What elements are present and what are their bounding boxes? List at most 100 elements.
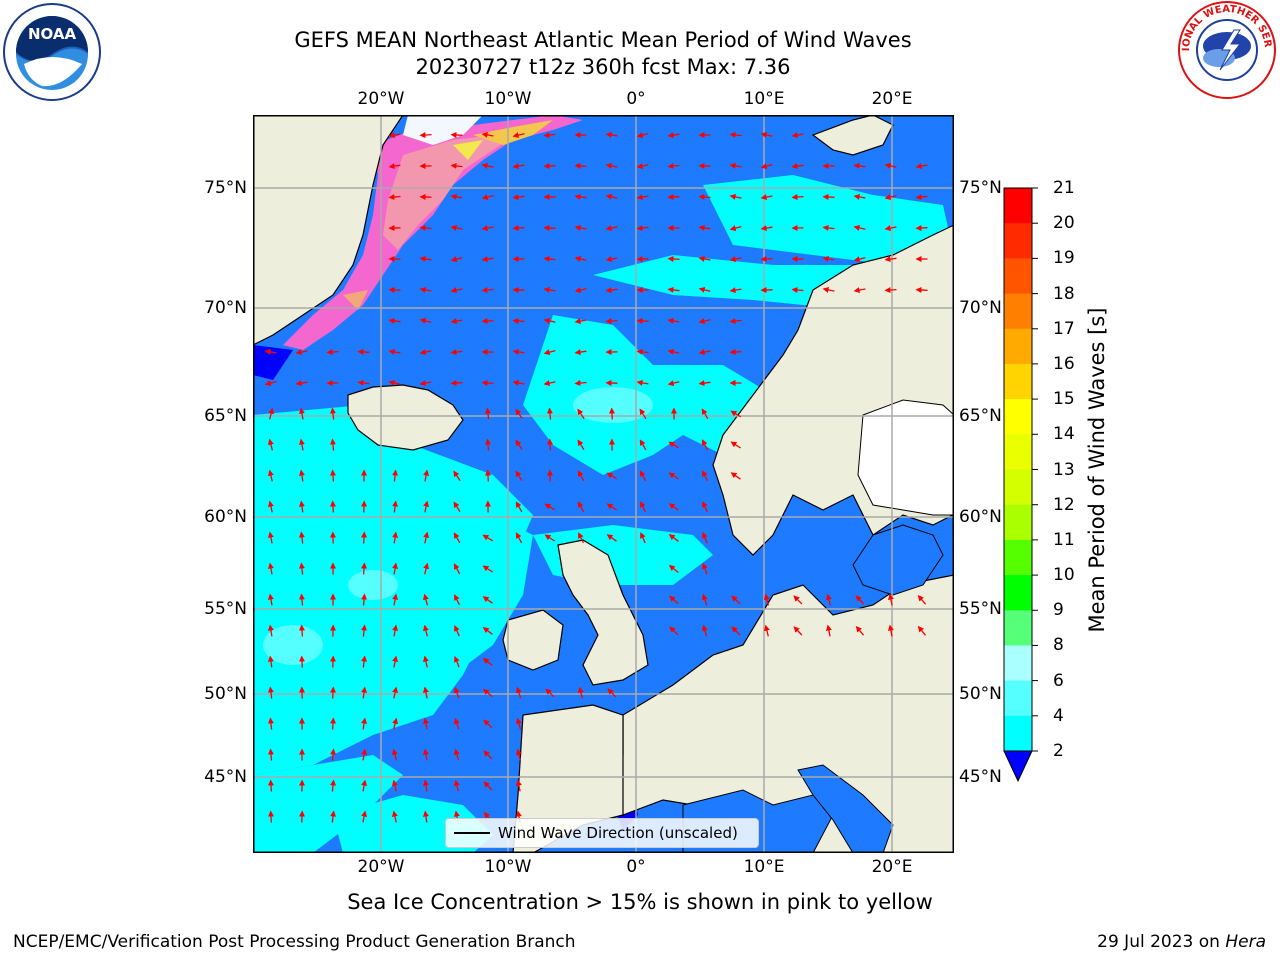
wind-wave-arrow — [422, 748, 429, 761]
wind-wave-arrow — [388, 379, 401, 386]
footer-machine: Hera — [1225, 932, 1266, 952]
wind-wave-arrow — [388, 286, 401, 293]
wind-wave-arrow — [484, 438, 491, 451]
wind-wave-arrow — [729, 287, 742, 294]
wind-wave-arrow — [668, 441, 680, 449]
wind-wave-arrow — [267, 717, 274, 730]
wind-wave-arrow — [298, 624, 305, 637]
wind-wave-arrow — [546, 407, 553, 420]
map-border — [253, 115, 954, 853]
wind-wave-arrow — [298, 593, 305, 606]
wind-wave-arrow — [450, 162, 463, 169]
left-tick-50n: 50°N — [204, 684, 247, 704]
ireland — [502, 609, 564, 671]
wind-wave-arrow — [636, 317, 649, 324]
bottom-tick-10e: 10°E — [743, 857, 785, 877]
wind-wave-arrow — [791, 286, 804, 293]
wind-wave-arrow — [330, 748, 337, 761]
wind-wave-arrow — [388, 163, 401, 170]
chart-subtitle: 20230727 t12z 360h fcst Max: 7.36 — [415, 55, 791, 79]
colorbar-label: 14 — [1053, 424, 1075, 445]
colorbar-label: 15 — [1053, 389, 1075, 410]
wind-wave-arrow — [329, 438, 336, 451]
top-tick-10e: 10°E — [743, 89, 785, 109]
wind-wave-arrow — [729, 162, 742, 169]
wind-wave-arrow — [853, 162, 866, 169]
wind-wave-arrow — [574, 287, 587, 294]
wind-wave-arrow — [483, 750, 493, 760]
wind-wave-arrow — [267, 624, 274, 637]
wind-wave-arrow — [763, 624, 770, 637]
map-legend: Wind Wave Direction (unscaled) — [445, 818, 759, 848]
wind-wave-arrow — [388, 317, 401, 324]
colorbar-segment — [1004, 293, 1032, 330]
wind-wave-arrow — [392, 593, 399, 606]
wind-wave-arrow — [884, 162, 897, 169]
colorbar-segment — [1004, 258, 1032, 295]
wind-wave-arrow — [267, 531, 274, 544]
wind-wave-arrow — [484, 469, 491, 482]
wind-wave-arrow — [825, 593, 832, 606]
wind-wave-arrow — [357, 379, 370, 386]
wind-wave-arrow — [578, 532, 584, 544]
wind-wave-arrow — [392, 624, 399, 637]
wind-wave-arrow — [361, 748, 368, 761]
right-tick-65n: 65°N — [959, 406, 1002, 426]
wind-wave-arrow — [730, 441, 741, 449]
wind-wave-arrow — [515, 470, 523, 482]
wind-wave-arrow — [729, 193, 742, 200]
wind-wave-arrow — [391, 748, 398, 761]
wind-wave-arrow — [422, 655, 429, 668]
colorbar-label: 2 — [1053, 741, 1064, 761]
wind-wave-arrow — [483, 719, 493, 729]
wind-wave-arrow — [577, 470, 585, 482]
colorbar-segment — [1004, 434, 1032, 470]
wind-wave-arrow — [512, 194, 525, 201]
wind-wave-arrow — [702, 531, 708, 544]
wind-wave-arrow — [701, 562, 708, 575]
wind-wave-arrow — [361, 717, 368, 730]
wind-wave-arrow — [791, 132, 804, 139]
svg-text:NOAA: NOAA — [28, 25, 77, 43]
colorbar-segment — [1004, 575, 1032, 611]
wind-wave-arrow — [422, 686, 429, 699]
great-britain — [557, 539, 649, 686]
wind-wave-arrow — [298, 469, 305, 482]
colorbar-segment — [1004, 610, 1032, 646]
legend-line-sample — [454, 832, 490, 834]
wind-wave-arrow — [701, 439, 709, 451]
wind-wave-arrow — [577, 439, 585, 451]
wind-wave-arrow — [453, 501, 461, 513]
right-tick-50n: 50°N — [959, 684, 1002, 704]
wind-wave-arrow — [667, 380, 680, 387]
right-tick-70n: 70°N — [959, 298, 1002, 318]
wind-wave-arrow — [422, 717, 429, 730]
colorbar-title: Mean Period of Wind Waves [s] — [1085, 307, 1109, 633]
wind-wave-arrow — [267, 438, 274, 451]
noaa-logo: NOAA — [3, 3, 101, 101]
wind-wave-arrow — [482, 596, 493, 604]
wind-wave-arrow — [481, 287, 494, 294]
wind-wave-arrow — [544, 503, 556, 511]
wind-wave-arrow — [361, 686, 368, 699]
wind-wave-arrow — [884, 256, 897, 263]
wind-wave-arrow — [698, 318, 711, 325]
wind-wave-arrow — [574, 162, 587, 169]
wind-wave-arrow — [701, 624, 708, 637]
wind-wave-arrow — [608, 407, 615, 420]
top-tick-0: 0° — [626, 89, 646, 109]
chart-title: GEFS MEAN Northeast Atlantic Mean Period… — [294, 28, 912, 52]
colorbar-label: 18 — [1053, 283, 1075, 304]
colorbar-label: 16 — [1053, 353, 1075, 374]
wind-wave-arrow — [450, 256, 463, 263]
scandinavia — [712, 224, 954, 853]
wind-wave-arrow — [419, 349, 432, 356]
wind-wave-arrow — [267, 748, 274, 761]
wind-wave-arrow — [545, 688, 555, 698]
wind-wave-arrow — [760, 194, 773, 201]
colorbar-label: 8 — [1053, 635, 1064, 656]
gulf-of-bothnia-nodata — [857, 399, 954, 516]
wind-wave-arrow — [267, 469, 274, 482]
wind-wave-arrow — [454, 717, 460, 730]
wind-wave-arrow — [515, 532, 523, 544]
